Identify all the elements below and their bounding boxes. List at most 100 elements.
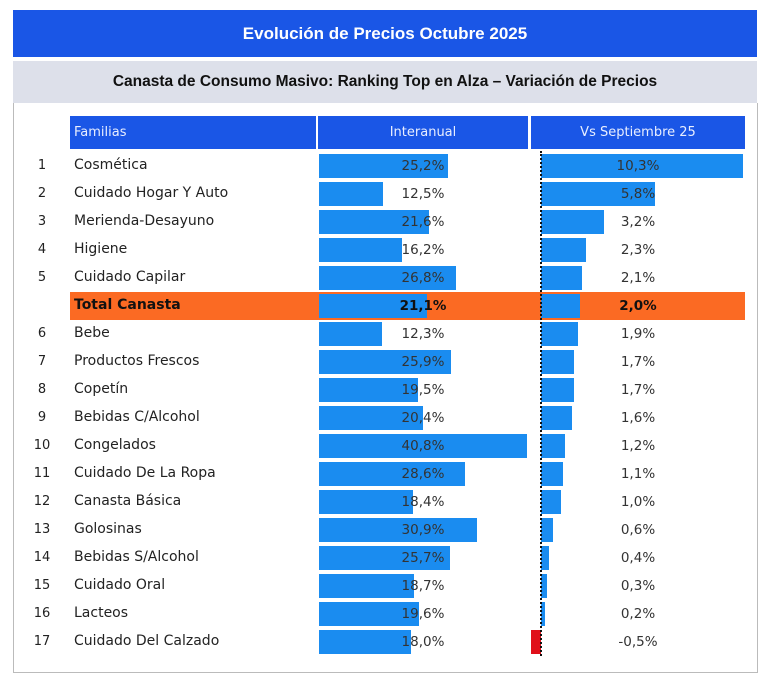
vs-septiembre-value: 1,9% — [620, 326, 656, 342]
interanual-bar — [319, 434, 528, 458]
interanual-bar — [319, 266, 456, 290]
interanual-value: 21,6% — [401, 214, 445, 230]
table-row: 5 Cuidado Capilar 26,8% 2,1% — [0, 264, 768, 292]
family-name: Bebidas C/Alcohol — [74, 409, 200, 425]
interanual-bar — [319, 462, 465, 486]
rank-number: 4 — [37, 242, 47, 257]
family-name: Bebidas S/Alcohol — [74, 549, 199, 565]
interanual-value: 25,2% — [401, 158, 445, 174]
rank-number: 11 — [33, 466, 51, 481]
family-name: Lacteos — [74, 605, 129, 621]
vs-septiembre-bar — [541, 350, 575, 374]
vs-septiembre-value: 1,0% — [620, 494, 656, 510]
header-interanual: Interanual — [318, 116, 528, 149]
total-row: Total Canasta 21,1% 2,0% — [70, 292, 745, 320]
family-name: Canasta Básica — [74, 493, 182, 509]
vs-septiembre-value: -0,5% — [618, 634, 658, 650]
vs-septiembre-value: 5,8% — [620, 186, 656, 202]
vs-septiembre-bar — [541, 238, 587, 262]
vs-septiembre-value: 10,3% — [616, 158, 660, 174]
interanual-bar — [319, 238, 402, 262]
header-vs-septiembre: Vs Septiembre 25 — [531, 116, 745, 149]
table-row: 10 Congelados 40,8% 1,2% — [0, 432, 768, 460]
interanual-value: 18,0% — [401, 634, 445, 650]
vs-septiembre-bar — [541, 182, 655, 206]
rank-number: 2 — [37, 186, 47, 201]
vs-septiembre-bar — [541, 574, 547, 598]
interanual-bar — [319, 154, 448, 178]
interanual-value: 19,6% — [401, 606, 445, 622]
vs-septiembre-bar — [541, 378, 575, 402]
table-row: 17 Cuidado Del Calzado 18,0% -0,5% — [0, 628, 768, 656]
interanual-value: 20,4% — [401, 410, 445, 426]
vs-septiembre-bar — [541, 546, 549, 570]
rank-number: 1 — [37, 158, 47, 173]
rank-number: 12 — [33, 494, 51, 509]
vs-septiembre-bar — [541, 322, 579, 346]
family-name: Cuidado Hogar Y Auto — [74, 185, 229, 201]
table-row: 8 Copetín 19,5% 1,7% — [0, 376, 768, 404]
rank-number: 6 — [37, 326, 47, 341]
page-subtitle: Canasta de Consumo Masivo: Ranking Top e… — [13, 61, 757, 103]
table-row: 3 Merienda-Desayuno 21,6% 3,2% — [0, 208, 768, 236]
interanual-value: 12,5% — [401, 186, 445, 202]
vs-septiembre-bar — [541, 294, 581, 318]
family-name: Bebe — [74, 325, 110, 341]
family-name: Higiene — [74, 241, 128, 257]
interanual-bar — [319, 350, 452, 374]
interanual-value: 28,6% — [401, 466, 445, 482]
table-row: 6 Bebe 12,3% 1,9% — [0, 320, 768, 348]
vs-septiembre-value: 0,4% — [620, 550, 656, 566]
vs-septiembre-value: 1,7% — [620, 354, 656, 370]
interanual-value: 26,8% — [401, 270, 445, 286]
vs-septiembre-value: 0,2% — [620, 606, 656, 622]
rank-number: 16 — [33, 606, 51, 621]
family-name: Cuidado De La Ropa — [74, 465, 216, 481]
vs-septiembre-bar — [541, 518, 553, 542]
rank-number: 15 — [33, 578, 51, 593]
table-row: 13 Golosinas 30,9% 0,6% — [0, 516, 768, 544]
vs-septiembre-value: 0,3% — [620, 578, 656, 594]
vs-septiembre-bar — [541, 602, 545, 626]
family-name: Golosinas — [74, 521, 142, 537]
family-name: Total Canasta — [74, 297, 181, 313]
interanual-bar — [319, 602, 419, 626]
header-familias: Familias — [70, 116, 316, 149]
vs-septiembre-bar — [541, 266, 583, 290]
interanual-value: 18,7% — [401, 578, 445, 594]
table-row: 14 Bebidas S/Alcohol 25,7% 0,4% — [0, 544, 768, 572]
table-row: 4 Higiene 16,2% 2,3% — [0, 236, 768, 264]
interanual-bar — [319, 378, 419, 402]
vs-septiembre-value: 1,1% — [620, 466, 656, 482]
family-name: Cuidado Del Calzado — [74, 633, 220, 649]
table-row: 9 Bebidas C/Alcohol 20,4% 1,6% — [0, 404, 768, 432]
interanual-value: 40,8% — [401, 438, 445, 454]
interanual-value: 25,7% — [401, 550, 445, 566]
rank-number: 5 — [37, 270, 47, 285]
interanual-bar — [319, 182, 383, 206]
table-row: 2 Cuidado Hogar Y Auto 12,5% 5,8% — [0, 180, 768, 208]
vs-septiembre-bar — [541, 462, 563, 486]
rank-number: 9 — [37, 410, 47, 425]
table-row: 12 Canasta Básica 18,4% 1,0% — [0, 488, 768, 516]
vs-septiembre-value: 1,2% — [620, 438, 656, 454]
vs-septiembre-bar — [541, 490, 561, 514]
table-row: 15 Cuidado Oral 18,7% 0,3% — [0, 572, 768, 600]
family-name: Merienda-Desayuno — [74, 213, 215, 229]
interanual-bar — [319, 518, 477, 542]
table-row: 16 Lacteos 19,6% 0,2% — [0, 600, 768, 628]
vs-septiembre-bar — [541, 434, 565, 458]
vs-septiembre-value: 2,0% — [619, 298, 657, 314]
vs-septiembre-value: 1,7% — [620, 382, 656, 398]
interanual-value: 25,9% — [401, 354, 445, 370]
interanual-value: 18,4% — [401, 494, 445, 510]
page-title: Evolución de Precios Octubre 2025 — [13, 10, 757, 57]
family-name: Cosmética — [74, 157, 148, 173]
interanual-bar — [319, 322, 382, 346]
family-name: Productos Frescos — [74, 353, 200, 369]
vs-septiembre-value: 2,3% — [620, 242, 656, 258]
vs-septiembre-value: 1,6% — [620, 410, 656, 426]
table-row: 7 Productos Frescos 25,9% 1,7% — [0, 348, 768, 376]
vs-septiembre-bar — [541, 154, 743, 178]
table-row: 11 Cuidado De La Ropa 28,6% 1,1% — [0, 460, 768, 488]
